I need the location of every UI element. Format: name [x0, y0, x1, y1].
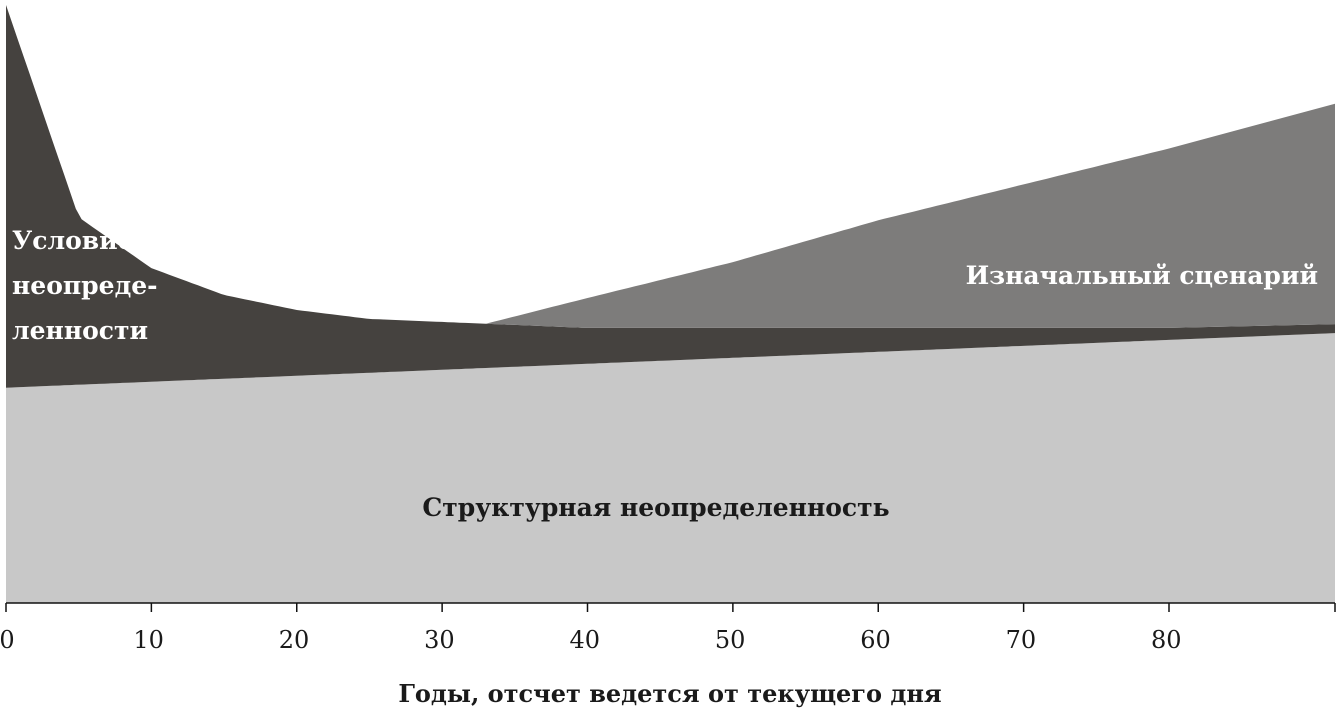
x-tick-label: 70: [1006, 626, 1037, 654]
x-tick-label: 80: [1151, 626, 1182, 654]
x-tick-label: 20: [279, 626, 310, 654]
x-tick-label: 10: [133, 626, 164, 654]
series-label-initial: Изначальный сценарий: [966, 261, 1318, 290]
x-axis: 0 10 20 30 40 50 60 70 80 Годы, отсчет ведется о…: [0, 602, 1336, 708]
series-label-structural: Структурная неопределенность: [422, 493, 889, 522]
x-axis-title: Годы, отсчет ведется от текущего дня: [398, 679, 941, 708]
area-initial-scenario: [485, 103, 1335, 328]
stacked-areas: [6, 5, 1335, 603]
x-tick-label: 60: [860, 626, 891, 654]
area-labels: Структурная неопределенность Условие нео…: [12, 226, 1318, 522]
series-label-conditional-line-2: неопреде-: [12, 271, 158, 300]
series-label-conditional-line-3: ленности: [12, 316, 148, 345]
x-axis-ticks: 0 10 20 30 40 50 60 70 80: [0, 603, 1336, 654]
series-label-conditional: Условие неопреде- ленности: [12, 226, 166, 345]
area-structural-uncertainty: [6, 333, 1335, 603]
x-tick-label: 40: [570, 626, 601, 654]
x-tick-label: 0: [0, 626, 15, 654]
x-tick-label: 50: [715, 626, 746, 654]
series-label-conditional-line-1: Условие: [12, 226, 134, 255]
x-tick-label: 30: [424, 626, 455, 654]
area-conditional-uncertainty: [6, 5, 1335, 388]
